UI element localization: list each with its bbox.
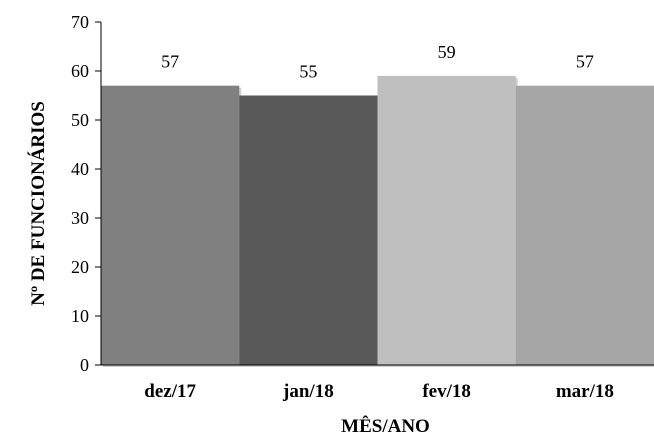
data-labels: 57 55 59 57 <box>161 42 594 82</box>
bar-mar-18 <box>515 85 654 365</box>
data-label: 57 <box>576 52 594 72</box>
y-tick-label: 60 <box>71 61 89 81</box>
y-tick-label: 50 <box>71 110 89 130</box>
x-category-label: fev/18 <box>422 381 471 402</box>
bar-jan-18 <box>239 95 378 365</box>
bar-fev-18 <box>377 75 516 366</box>
y-tick-label: 0 <box>80 355 89 375</box>
data-label: 55 <box>299 62 317 82</box>
x-category-label: jan/18 <box>282 381 334 402</box>
y-tick-label: 20 <box>71 257 89 277</box>
y-tick-label: 40 <box>71 159 89 179</box>
y-tick-label: 30 <box>71 208 89 228</box>
x-axis-categories: dez/17 jan/18 fev/18 mar/18 <box>144 381 614 402</box>
bars-layer <box>101 75 654 368</box>
data-label: 57 <box>161 52 179 72</box>
x-category-label: dez/17 <box>144 381 196 402</box>
y-axis-title: Nº DE FUNCIONÁRIOS <box>27 101 49 306</box>
bar-dez-17 <box>101 85 240 365</box>
y-tick-label: 10 <box>71 306 89 326</box>
x-axis-title: MÊS/ANO <box>341 415 430 437</box>
x-category-label: mar/18 <box>556 381 614 402</box>
y-tick-label: 70 <box>71 12 89 32</box>
y-axis-ticks: 0 10 20 30 40 50 60 70 <box>71 12 101 375</box>
data-label: 59 <box>438 42 456 62</box>
